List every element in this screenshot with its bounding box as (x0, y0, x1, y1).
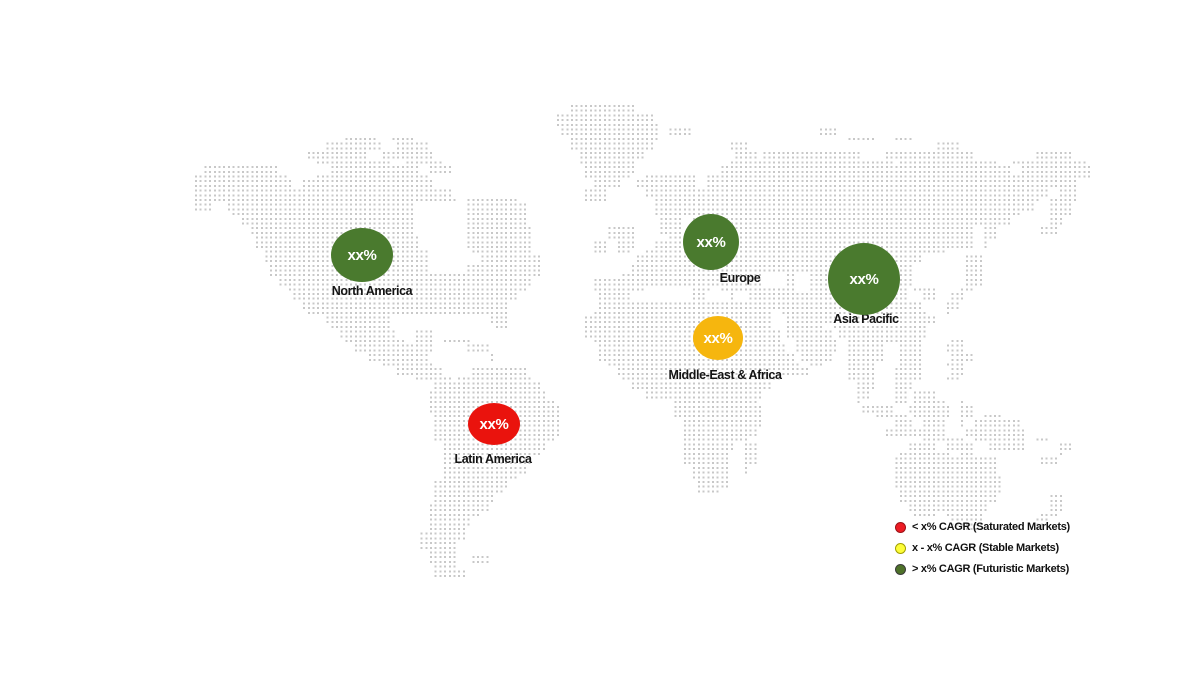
region-bubble-north-america: xx% (331, 228, 393, 282)
region-label: Latin America (454, 452, 532, 466)
legend-label: x - x% CAGR (Stable Markets) (912, 542, 1059, 554)
region-bubble-latin-america: xx% (468, 403, 520, 445)
region-bubble-middle-east-africa: xx% (693, 316, 743, 360)
map-dot-pattern (195, 105, 1090, 577)
legend-item: x - x% CAGR (Stable Markets) (895, 541, 1070, 555)
region-label: Middle-East & Africa (668, 368, 782, 382)
bubble-value: xx% (479, 415, 509, 433)
region-label: North America (331, 284, 413, 298)
legend-marker-icon (895, 521, 906, 533)
legend-marker-icon (895, 542, 906, 554)
region-label: Europe (719, 271, 761, 285)
legend-label: < x% CAGR (Saturated Markets) (912, 521, 1070, 533)
legend-marker-icon (895, 563, 906, 575)
region-bubble-europe: xx% (683, 214, 739, 270)
region-label: Asia Pacific (833, 312, 899, 326)
legend-item: > x% CAGR (Futuristic Markets) (895, 562, 1070, 576)
cagr-legend: < x% CAGR (Saturated Markets) x - x% CAGR… (895, 520, 1070, 576)
bubble-value: xx% (703, 329, 733, 347)
legend-label: > x% CAGR (Futuristic Markets) (912, 563, 1069, 575)
bubble-value: xx% (849, 270, 879, 288)
region-bubble-asia-pacific: xx% (828, 243, 900, 315)
legend-item: < x% CAGR (Saturated Markets) (895, 520, 1070, 534)
bubble-value: xx% (696, 233, 726, 251)
bubble-value: xx% (347, 246, 377, 264)
